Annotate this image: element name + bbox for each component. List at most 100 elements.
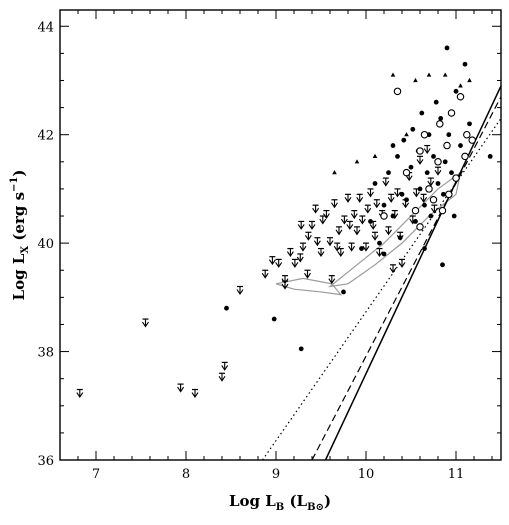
triangle-point bbox=[458, 83, 463, 88]
x-axis-label: Log LB (LB⊙) bbox=[229, 492, 331, 513]
y-axis-label: Log LX (erg s−1) bbox=[9, 170, 31, 301]
filled-circle-point bbox=[368, 219, 373, 224]
filled-circle-point bbox=[298, 346, 304, 352]
open-circle-point bbox=[420, 130, 429, 139]
triangle-point bbox=[404, 132, 409, 137]
plot-frame bbox=[59, 9, 502, 461]
upper-limit-point bbox=[430, 204, 438, 214]
upper-limit-point bbox=[335, 226, 343, 236]
upper-limit-point bbox=[297, 220, 305, 230]
open-circle-point bbox=[393, 87, 402, 96]
open-circle-point bbox=[425, 185, 433, 193]
filled-circle-point bbox=[410, 126, 416, 132]
open-circle-point bbox=[461, 152, 469, 161]
filled-circle-point bbox=[372, 181, 378, 186]
fit-line-dotted bbox=[262, 118, 502, 461]
filled-circle-point bbox=[438, 116, 444, 121]
filled-circle-point bbox=[453, 88, 459, 94]
open-circle-point bbox=[468, 136, 476, 144]
upper-limit-point bbox=[142, 318, 149, 328]
upper-limit-point bbox=[308, 220, 316, 230]
contours bbox=[275, 171, 462, 296]
x-tick-label: 8 bbox=[182, 467, 190, 482]
filled-circle-point bbox=[442, 159, 448, 165]
triangle-point bbox=[390, 72, 396, 77]
filled-circle-point bbox=[408, 164, 414, 170]
upper-limit-point bbox=[367, 188, 374, 198]
triangle-point bbox=[332, 170, 337, 175]
open-circle-point bbox=[438, 206, 447, 215]
upper-limit-point bbox=[427, 177, 435, 187]
upper-limit-point bbox=[218, 372, 226, 382]
upper-limit-point bbox=[362, 242, 370, 252]
y-tick-label: 38 bbox=[37, 346, 54, 361]
upper-limit-point bbox=[304, 231, 312, 241]
upper-limit-point bbox=[268, 256, 276, 266]
open-circle-point bbox=[447, 109, 456, 117]
filled-circle-point bbox=[458, 143, 463, 148]
upper-limit-point bbox=[281, 275, 289, 285]
filled-circle-point bbox=[401, 137, 407, 143]
open-circle-point bbox=[456, 92, 465, 101]
upper-limit-point bbox=[317, 247, 325, 258]
open-circle-point bbox=[416, 223, 424, 231]
upper-limit-point bbox=[385, 226, 392, 236]
upper-limit-point bbox=[376, 247, 383, 258]
filled-circle-point bbox=[433, 99, 439, 105]
data-points bbox=[76, 45, 493, 399]
y-tick-label: 44 bbox=[37, 20, 54, 35]
filled-circle-point bbox=[451, 213, 457, 219]
filled-circle-point bbox=[440, 262, 445, 268]
filled-circle-point bbox=[449, 170, 454, 176]
open-circle-point bbox=[463, 130, 471, 139]
upper-limit-point bbox=[286, 247, 294, 258]
upper-limit-point bbox=[76, 388, 84, 399]
x-tick-labels: 7 8 9 10 11 bbox=[92, 467, 464, 482]
upper-limit-point bbox=[389, 264, 397, 274]
filled-circle-point bbox=[397, 235, 403, 241]
upper-limit-point bbox=[221, 361, 229, 371]
x-tick-label: 10 bbox=[358, 467, 375, 482]
filled-circle-point bbox=[404, 197, 409, 203]
filled-circle-point bbox=[422, 202, 427, 208]
triangle-point bbox=[413, 77, 418, 83]
filled-circle-point bbox=[446, 132, 452, 138]
upper-limit-point bbox=[434, 166, 442, 176]
upper-limit-point bbox=[387, 193, 395, 203]
filled-circle-point bbox=[341, 289, 346, 295]
upper-limit-point bbox=[291, 258, 299, 268]
open-circle-point bbox=[380, 212, 388, 220]
y-tick-labels: 36 38 40 42 44 bbox=[37, 20, 54, 469]
open-circle-point bbox=[443, 141, 451, 150]
filled-circle-point bbox=[424, 170, 430, 176]
filled-circle-point bbox=[467, 121, 472, 127]
filled-circle-point bbox=[413, 219, 418, 224]
filled-circle-point bbox=[390, 213, 396, 219]
upper-limit-point bbox=[344, 193, 352, 203]
upper-limit-point bbox=[346, 220, 354, 230]
x-tick-label: 7 bbox=[92, 467, 100, 482]
upper-limit-point bbox=[261, 269, 269, 279]
upper-limit-point bbox=[337, 247, 345, 258]
filled-circle-point bbox=[435, 181, 441, 186]
filled-circle-point bbox=[386, 170, 391, 176]
upper-limit-point bbox=[319, 215, 327, 225]
upper-limit-point bbox=[382, 177, 390, 187]
upper-limit-point bbox=[191, 388, 199, 399]
filled-circle-point bbox=[390, 143, 396, 148]
upper-limit-point bbox=[296, 253, 304, 263]
upper-limit-point bbox=[394, 188, 401, 198]
upper-limit-point bbox=[364, 204, 372, 214]
upper-limit-point bbox=[331, 199, 338, 209]
open-circle-point bbox=[452, 174, 460, 182]
filled-circle-point bbox=[359, 246, 364, 251]
filled-circle-point bbox=[417, 186, 423, 192]
upper-limit-point bbox=[333, 242, 341, 252]
triangle-point bbox=[372, 153, 378, 158]
upper-limit-point bbox=[373, 199, 381, 209]
upper-limit-point bbox=[358, 215, 366, 225]
axis-ticks bbox=[59, 10, 501, 461]
filled-circle-point bbox=[224, 305, 229, 311]
upper-limit-point bbox=[299, 242, 307, 252]
